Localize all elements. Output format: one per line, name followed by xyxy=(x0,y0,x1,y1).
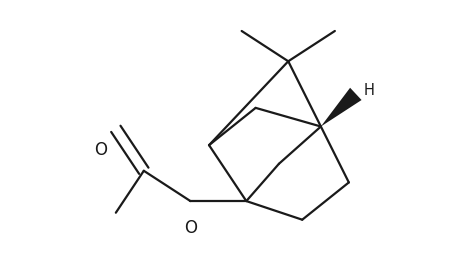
Text: O: O xyxy=(184,219,197,237)
Polygon shape xyxy=(321,88,362,127)
Text: O: O xyxy=(94,141,108,159)
Text: H: H xyxy=(364,83,374,98)
